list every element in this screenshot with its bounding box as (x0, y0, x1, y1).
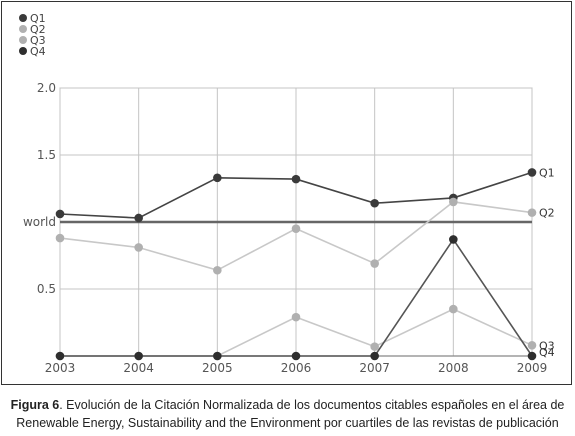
y-tick-label: 0.5 (37, 282, 56, 296)
data-point-q3 (370, 342, 379, 351)
data-point-q4 (370, 351, 379, 361)
legend-marker (19, 47, 27, 55)
labels: 0.5 world 1.5 2.0 2003 2004 2005 2006 2007 2008 20… (23, 81, 555, 375)
data-point-q1 (370, 198, 379, 208)
x-tick-label: 2003 (45, 361, 76, 375)
data-point-q2 (213, 265, 222, 275)
data-point-q2 (370, 259, 379, 268)
data-point-q1 (213, 173, 222, 183)
legend-label: Q4 (30, 45, 46, 58)
data-point-q4 (55, 351, 65, 361)
data-point-q4 (134, 351, 143, 361)
series-end-label: Q3 (539, 339, 555, 352)
legend-marker (19, 25, 27, 33)
legend-label: Q2 (30, 23, 46, 36)
series-end-label: Q4 (539, 346, 555, 359)
data-point-q4 (449, 235, 458, 244)
x-tick-label: 2009 (517, 361, 548, 375)
legend-marker (19, 36, 27, 44)
data-point-q2 (291, 224, 301, 233)
data-point-q4 (527, 351, 537, 361)
data-point-q1 (55, 209, 65, 219)
data-point-q3 (449, 304, 458, 314)
legend-marker (19, 14, 27, 22)
y-tick-label: 2.0 (37, 81, 56, 95)
y-tick-label: 1.5 (37, 148, 56, 162)
series-end-label: Q2 (539, 207, 555, 220)
caption-text: . Evolución de la Citación Normalizada d… (16, 398, 565, 430)
legend-label: Q1 (30, 12, 46, 25)
data-point-q2 (55, 233, 65, 243)
data-point-q3 (291, 312, 301, 322)
series-layer (55, 168, 537, 361)
figure-label: Figura 6 (10, 398, 60, 412)
x-tick-label: 2005 (202, 361, 233, 375)
data-point-q4 (291, 351, 301, 361)
x-tick-label: 2008 (438, 361, 469, 375)
data-point-q4 (213, 351, 222, 361)
series-end-label: Q1 (539, 166, 555, 179)
data-point-q1 (527, 168, 537, 177)
data-point-q2 (449, 197, 458, 207)
data-point-q2 (134, 243, 143, 252)
legend-label: Q3 (30, 34, 46, 47)
data-point-q2 (527, 208, 537, 217)
data-point-q1 (134, 213, 143, 223)
y-tick-label: world (23, 215, 56, 229)
x-tick-label: 2007 (359, 361, 390, 375)
data-point-q3 (527, 340, 537, 350)
figure-caption: Figura 6. Evolución de la Citación Norma… (10, 396, 565, 432)
x-tick-label: 2004 (123, 361, 154, 375)
data-point-q1 (291, 174, 301, 184)
x-tick-label: 2006 (281, 361, 312, 375)
